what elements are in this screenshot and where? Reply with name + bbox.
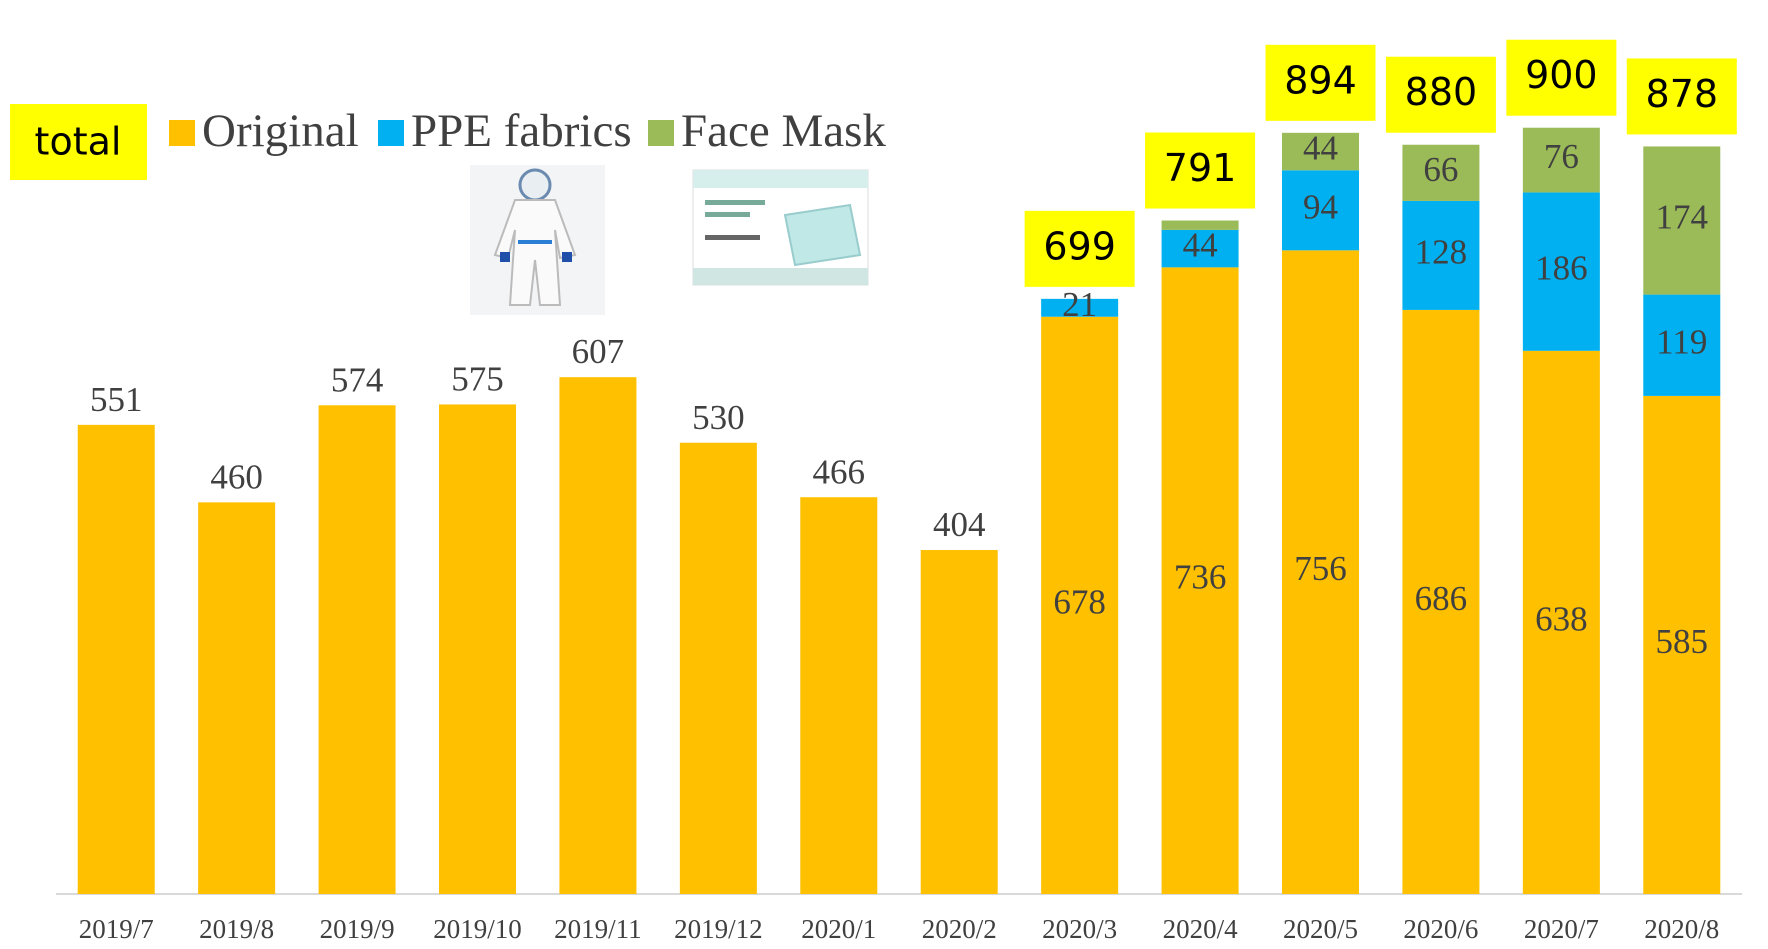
value-label: 638 — [1535, 599, 1588, 638]
legend-label: Face Mask — [681, 105, 886, 157]
value-label: 530 — [692, 398, 745, 437]
legend-swatch — [378, 120, 404, 146]
value-label: 574 — [331, 360, 384, 399]
legend-label: Original — [202, 105, 359, 157]
total-label: 880 — [1405, 70, 1478, 114]
value-label: 460 — [210, 457, 263, 496]
value-label: 551 — [90, 380, 143, 419]
bar-segment — [559, 377, 636, 894]
value-label: 756 — [1294, 549, 1347, 588]
bar-segment — [800, 497, 877, 894]
bar-segment — [921, 550, 998, 894]
x-tick-label: 2019/9 — [320, 914, 395, 944]
chart: total Original PPE fabrics Face Mask 2019/7 5… — [0, 0, 1768, 949]
x-tick-label: 2020/5 — [1283, 914, 1358, 944]
x-tick-label: 2020/2 — [922, 914, 997, 944]
value-label: 76 — [1544, 137, 1579, 176]
face-mask-image — [693, 170, 868, 285]
value-label: 585 — [1656, 622, 1709, 661]
total-label: 900 — [1525, 53, 1598, 97]
total-label: 894 — [1284, 58, 1357, 102]
value-label: 404 — [933, 505, 986, 544]
x-tick-label: 2019/12 — [674, 914, 763, 944]
value-label: 94 — [1303, 187, 1338, 226]
legend-total: total — [35, 120, 122, 164]
value-label: 119 — [1656, 322, 1707, 361]
value-label: 44 — [1303, 129, 1338, 168]
x-tick-label: 2019/8 — [199, 914, 274, 944]
value-label: 21 — [1062, 285, 1097, 324]
bar-segment — [319, 405, 396, 894]
value-label: 686 — [1415, 579, 1468, 618]
value-label: 174 — [1656, 198, 1709, 237]
value-label: 44 — [1183, 226, 1218, 265]
x-tick-label: 2019/10 — [433, 914, 522, 944]
bar-segment — [439, 404, 516, 894]
bar-segment — [1162, 221, 1239, 230]
value-label: 678 — [1053, 582, 1106, 621]
value-label: 575 — [451, 359, 504, 398]
total-label: 878 — [1646, 72, 1719, 116]
x-tick-label: 2020/6 — [1403, 914, 1478, 944]
total-label: 791 — [1164, 146, 1237, 190]
bar-segment — [198, 502, 275, 894]
x-tick-label: 2020/3 — [1042, 914, 1117, 944]
x-tick-label: 2019/11 — [554, 914, 642, 944]
value-label: 128 — [1415, 232, 1468, 271]
x-tick-label: 2020/4 — [1163, 914, 1239, 944]
x-tick-label: 2019/7 — [79, 914, 154, 944]
legend-swatch — [169, 120, 195, 146]
legend-swatch — [648, 120, 674, 146]
x-tick-label: 2020/1 — [801, 914, 876, 944]
legend-label: PPE fabrics — [411, 105, 632, 157]
ppe-suit-image — [470, 165, 605, 315]
x-tick-label: 2020/7 — [1524, 914, 1599, 944]
x-tick-label: 2020/8 — [1644, 914, 1719, 944]
value-label: 736 — [1174, 558, 1227, 597]
value-label: 466 — [813, 452, 866, 491]
value-label: 66 — [1423, 150, 1458, 189]
bar-segment — [680, 443, 757, 894]
bar-segment — [78, 425, 155, 894]
total-label: 699 — [1043, 224, 1116, 268]
value-label: 186 — [1535, 249, 1588, 288]
value-label: 607 — [572, 332, 625, 371]
